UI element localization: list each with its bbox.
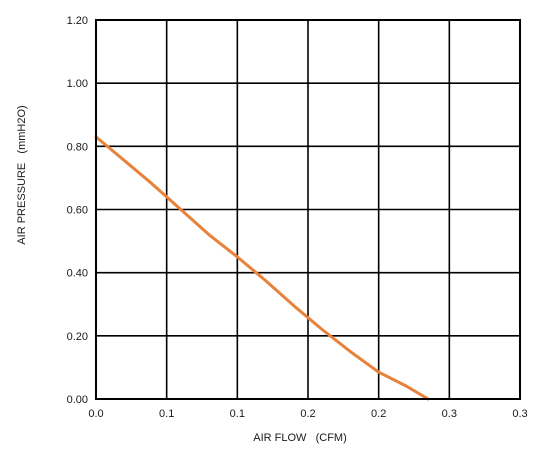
x-tick-label: 0.3 bbox=[442, 408, 457, 420]
x-tick-label: 0.2 bbox=[371, 408, 386, 420]
y-tick-label: 0.80 bbox=[67, 141, 88, 153]
y-tick-label: 0.60 bbox=[67, 205, 88, 217]
series-line bbox=[94, 135, 430, 401]
x-tick-label: 0.3 bbox=[512, 408, 527, 420]
y-tick-label: 1.00 bbox=[67, 78, 88, 90]
y-tick-label: 1.20 bbox=[67, 15, 88, 27]
plot-frame bbox=[95, 19, 521, 400]
x-axis-label: AIR FLOW (CFM) bbox=[253, 432, 347, 444]
y-axis-label: AIR PRESSURE (mmH2O) bbox=[16, 105, 28, 244]
x-tick-label: 0.0 bbox=[88, 408, 103, 420]
y-tick-label: 0.20 bbox=[67, 331, 88, 343]
x-tick-label: 0.1 bbox=[230, 408, 245, 420]
x-tick-label: 0.2 bbox=[300, 408, 315, 420]
x-axis-ticks: 0.0 0.1 0.1 0.2 0.2 0.3 0.3 bbox=[88, 408, 527, 420]
y-tick-label: 0.40 bbox=[67, 268, 88, 280]
y-tick-label: 0.00 bbox=[67, 394, 88, 406]
y-axis-ticks: 0.00 0.20 0.40 0.60 0.80 1.00 1.20 bbox=[67, 15, 88, 406]
x-tick-label: 0.1 bbox=[159, 408, 174, 420]
grid bbox=[96, 20, 520, 399]
